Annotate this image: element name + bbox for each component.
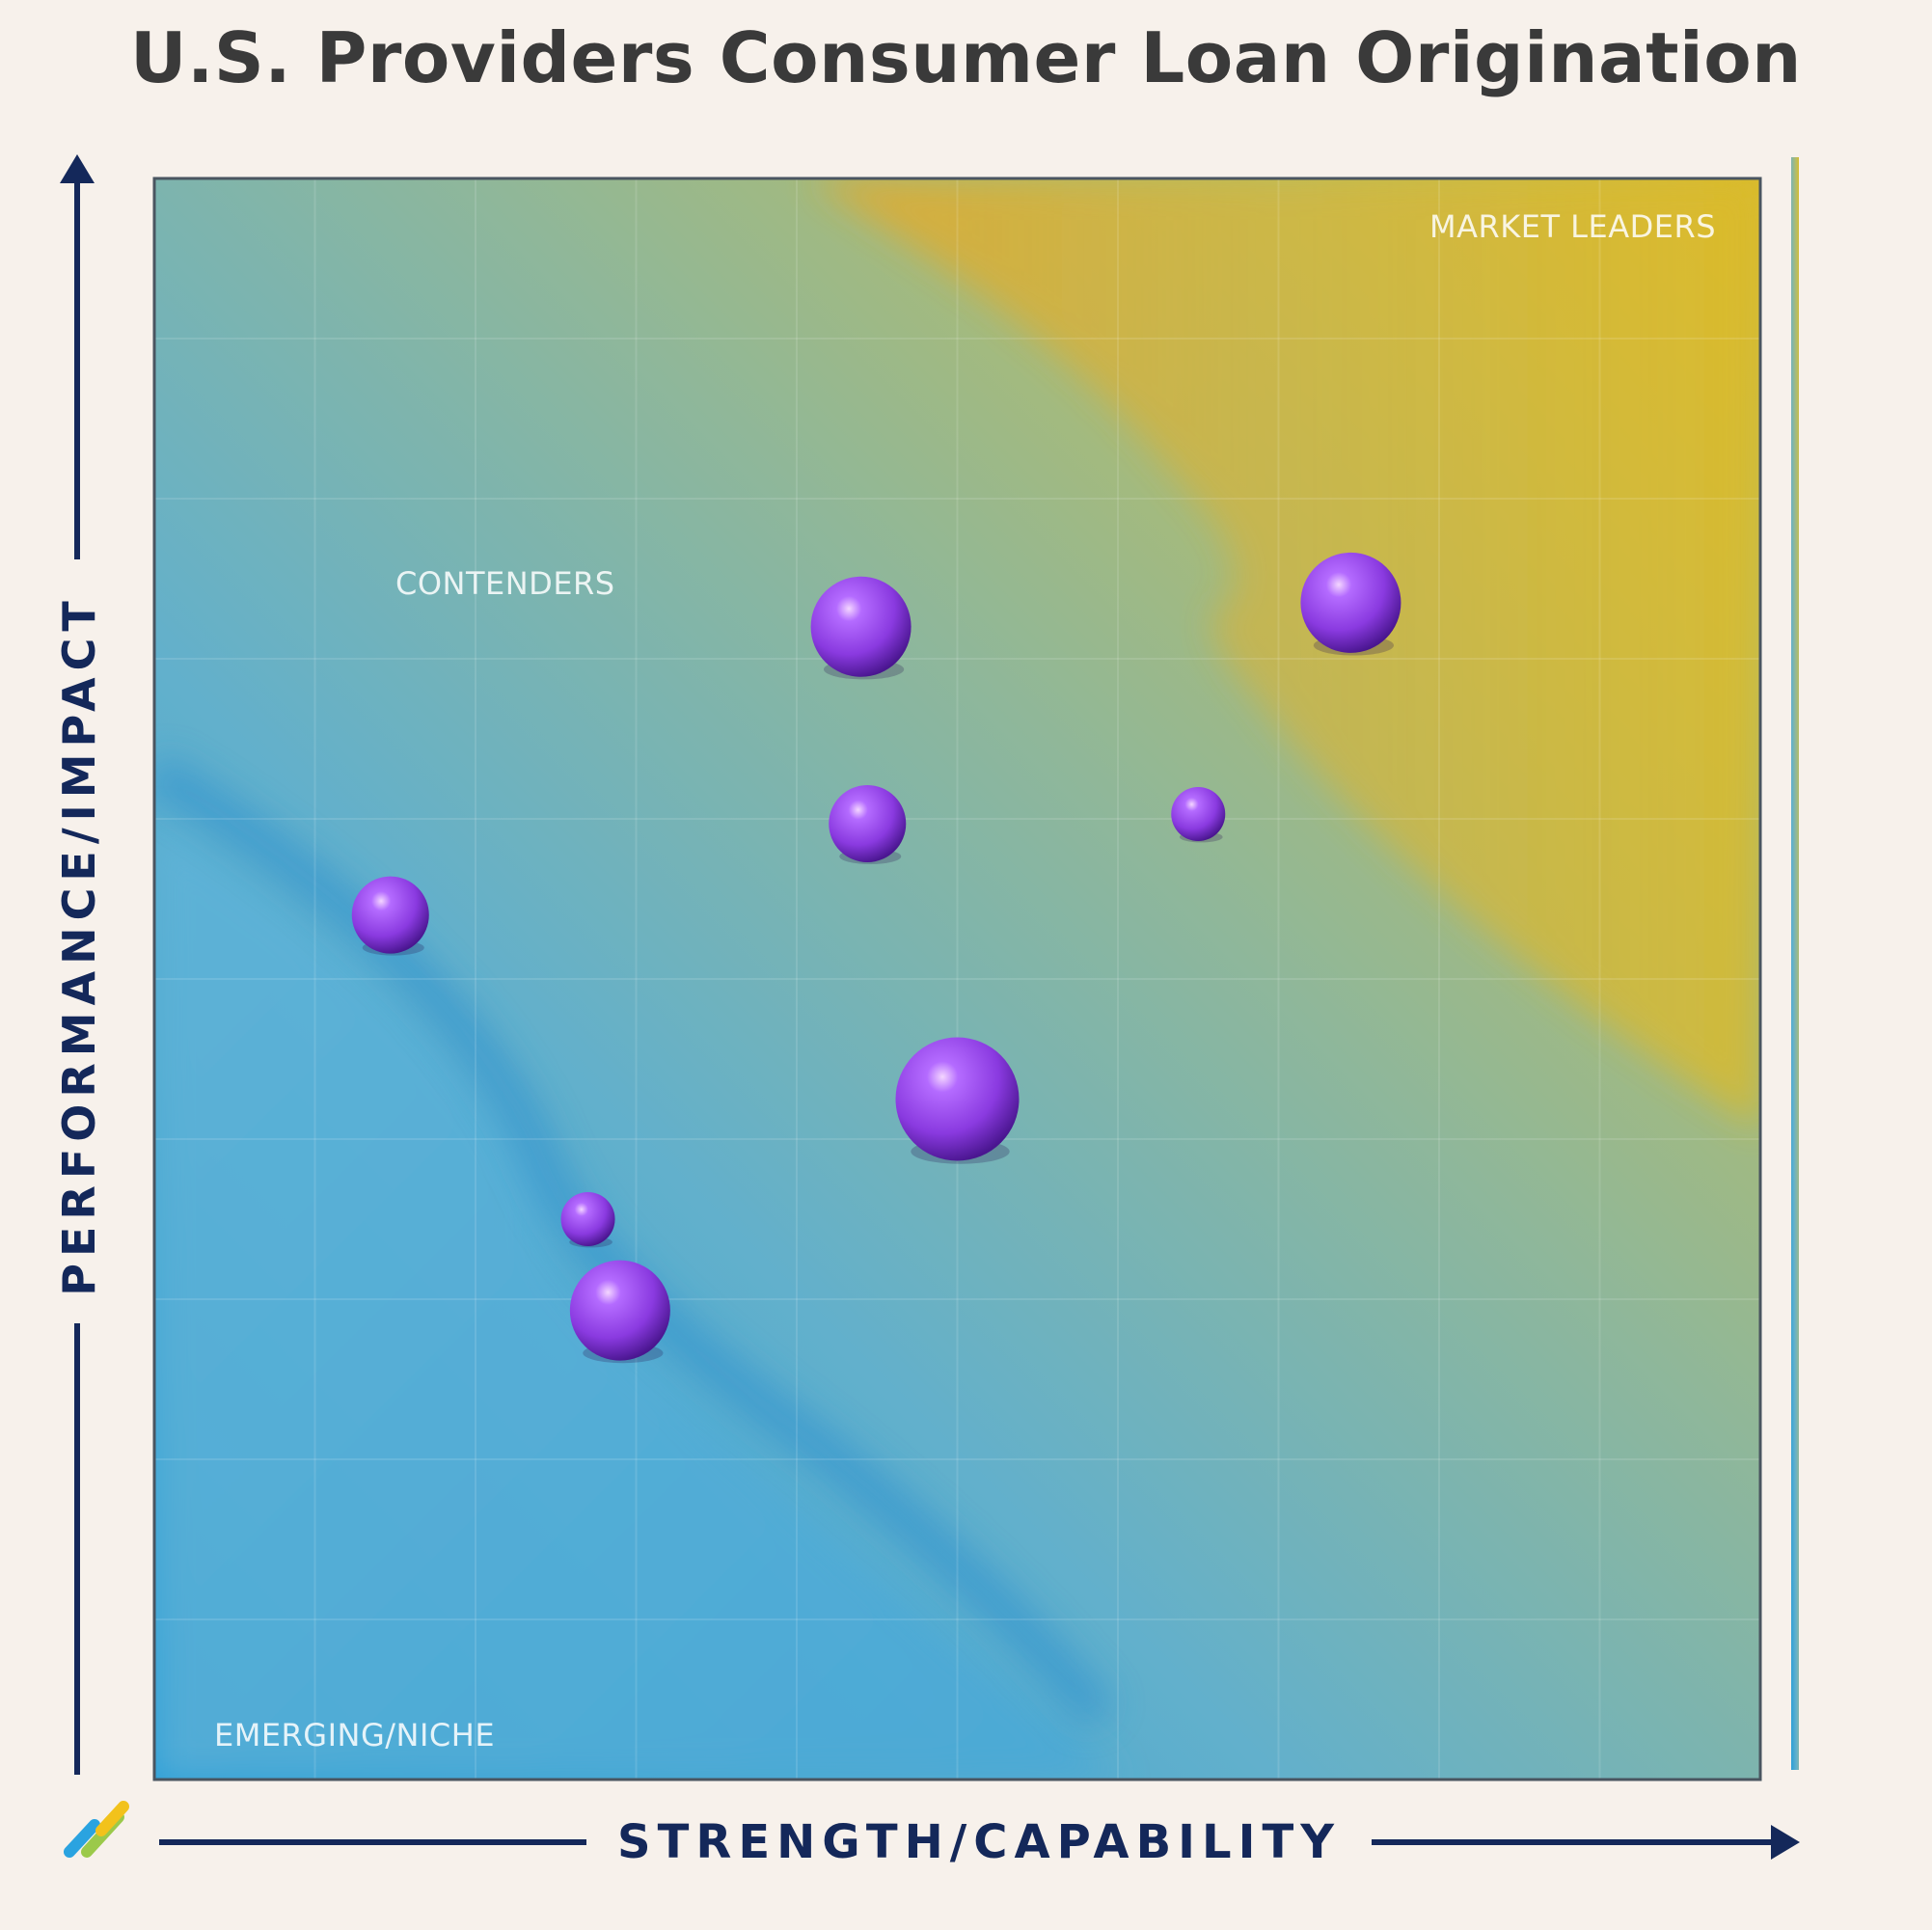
market-leaders-zone <box>810 178 1760 1128</box>
y-axis-label: PERFORMANCE/IMPACT <box>53 594 105 1296</box>
chart-title: U.S. Providers Consumer Loan Origination <box>130 17 1802 98</box>
x-axis-label: STRENGTH/CAPABILITY <box>617 1815 1341 1869</box>
bubble-point-1 <box>1300 552 1401 653</box>
bubble-point-7 <box>560 1192 615 1246</box>
x-axis-arrow <box>159 1825 1800 1860</box>
color-bar <box>1791 157 1799 1770</box>
plot-border <box>152 177 1762 1781</box>
bubble-point-8 <box>569 1260 670 1361</box>
bubble-point-4 <box>1171 787 1226 842</box>
brand-logo-icon <box>64 1801 129 1858</box>
bubble-point-5 <box>351 876 429 954</box>
zone-label-market-leaders: MARKET LEADERS <box>1429 208 1716 245</box>
emerging-zone <box>154 820 1119 1780</box>
zone-label-contenders: CONTENDERS <box>395 565 615 602</box>
bubbles <box>351 552 1401 1364</box>
bubble-point-2 <box>810 576 912 677</box>
bubble-point-3 <box>829 784 907 862</box>
grid <box>154 178 1760 1780</box>
zone-label-emerging-niche: EMERGING/NICHE <box>214 1717 496 1753</box>
bubble-point-6 <box>895 1037 1020 1161</box>
y-axis-arrow <box>60 154 95 1775</box>
